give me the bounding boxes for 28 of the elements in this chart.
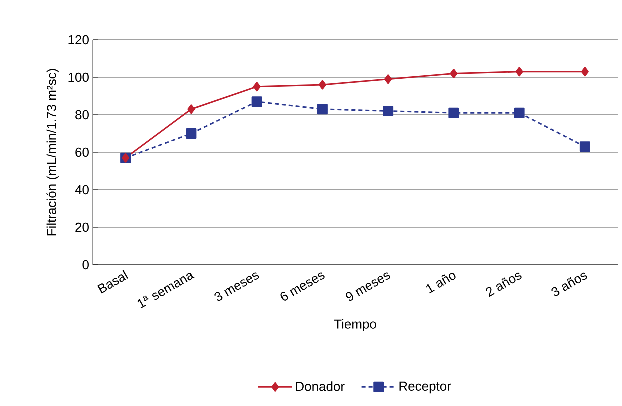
y-tick-label: 60 xyxy=(76,148,89,158)
point xyxy=(253,82,261,92)
point xyxy=(448,108,460,118)
legend-label: Receptor xyxy=(400,382,452,394)
point xyxy=(317,104,328,115)
y-tick-label: 80 xyxy=(76,110,89,120)
y-tick-label: 20 xyxy=(76,222,89,232)
x-tick-label: 3 años xyxy=(552,272,588,296)
y-tick-label: 40 xyxy=(75,185,89,195)
y-axis-title: Filtración (mL/min/1.73 m²sc) xyxy=(46,69,59,236)
point xyxy=(580,142,590,152)
y-tick-label: 120 xyxy=(68,35,89,45)
point xyxy=(581,67,589,77)
point xyxy=(252,96,262,108)
y-tick-label: 100 xyxy=(68,72,89,82)
point xyxy=(450,68,458,78)
y-tick-label: 0 xyxy=(82,260,89,270)
point xyxy=(318,80,326,90)
point xyxy=(516,67,524,77)
point xyxy=(186,128,197,139)
x-tick-label: 2 años xyxy=(486,272,522,298)
point xyxy=(188,104,196,114)
legend-label: Donador xyxy=(296,382,345,392)
point xyxy=(384,74,392,84)
x-axis-title: Tiempo xyxy=(334,319,376,332)
point xyxy=(383,106,394,116)
point xyxy=(514,108,525,118)
x-tick-label: 1 año xyxy=(426,273,456,294)
